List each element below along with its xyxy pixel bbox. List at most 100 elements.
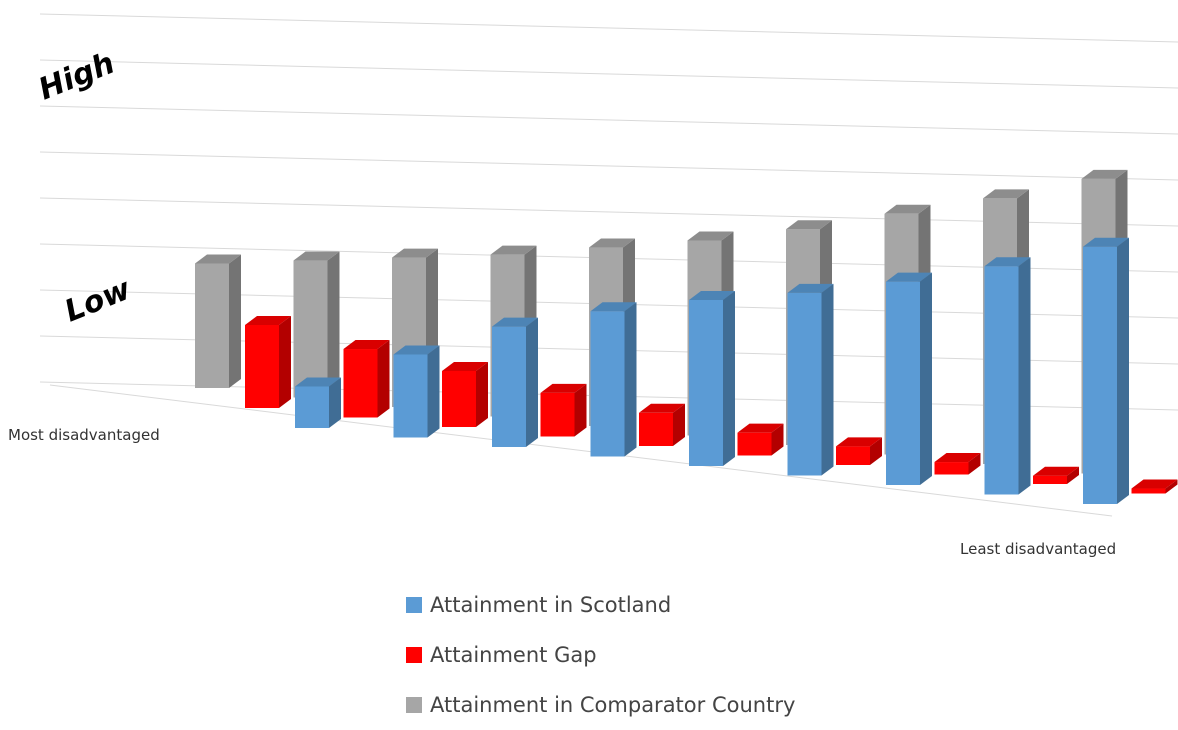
legend-swatch-gap bbox=[406, 647, 422, 663]
attainment-chart: High Low Most disadvantaged Least disadv… bbox=[8, 13, 1178, 558]
gap-bar-side bbox=[870, 437, 882, 465]
comparator-bar-side bbox=[229, 254, 241, 388]
gap-bar-front bbox=[245, 325, 279, 408]
y-low-label: Low bbox=[60, 272, 136, 330]
gap-bar-top bbox=[1033, 466, 1079, 476]
scotland-bar bbox=[886, 272, 932, 485]
gap-bar-side bbox=[771, 423, 784, 456]
comparator-bar-top bbox=[884, 204, 931, 214]
y-high-label: High bbox=[34, 46, 120, 108]
scotland-bar-side bbox=[526, 317, 538, 447]
scotland-bar bbox=[689, 291, 735, 466]
comparator-bar-top bbox=[392, 248, 438, 258]
gap-bar bbox=[245, 316, 291, 408]
legend-item-gap: Attainment Gap bbox=[406, 630, 795, 680]
legend-label-comparator: Attainment in Comparator Country bbox=[430, 693, 796, 717]
gridline bbox=[39, 105, 1178, 135]
scotland-bar-front bbox=[984, 266, 1019, 495]
gap-bar-front bbox=[934, 462, 969, 475]
scotland-bar-top bbox=[590, 302, 637, 312]
scotland-bar-front bbox=[492, 326, 526, 447]
scotland-bar-side bbox=[624, 302, 637, 457]
gap-bar-side bbox=[476, 361, 488, 427]
scotland-bar bbox=[1083, 237, 1129, 504]
scotland-bar-front bbox=[393, 354, 428, 438]
scotland-bar-front bbox=[1083, 246, 1117, 504]
gap-bar-side bbox=[673, 403, 685, 446]
gap-bar-top bbox=[934, 453, 981, 463]
gap-bar-front bbox=[540, 392, 575, 437]
comparator-bar-front bbox=[293, 260, 328, 398]
scotland-bar bbox=[393, 345, 440, 438]
floor-edge bbox=[49, 384, 1113, 517]
comparator-bar-side bbox=[327, 251, 340, 398]
scotland-bar-front bbox=[689, 300, 723, 466]
scotland-bar-top bbox=[492, 317, 538, 327]
gap-bar bbox=[442, 361, 488, 427]
gap-bar bbox=[540, 383, 587, 437]
scotland-bar-front bbox=[590, 311, 625, 457]
legend-label-gap: Attainment Gap bbox=[430, 643, 597, 667]
gap-bar-front bbox=[1131, 488, 1166, 494]
gap-bar-side bbox=[377, 340, 390, 418]
comparator-bar bbox=[293, 251, 340, 398]
gap-bar-front bbox=[442, 370, 476, 427]
gap-bar-side bbox=[1165, 479, 1178, 494]
comparator-bar bbox=[195, 254, 241, 388]
comparator-bar-top bbox=[786, 220, 832, 230]
gap-bars bbox=[245, 316, 1178, 494]
scotland-bar-front bbox=[886, 281, 920, 485]
legend-swatch-comparator bbox=[406, 697, 422, 713]
gridline bbox=[39, 59, 1178, 89]
scotland-bar-side bbox=[920, 272, 932, 485]
gap-bar-side bbox=[574, 383, 587, 437]
legend: Attainment in Scotland Attainment Gap At… bbox=[406, 580, 795, 730]
gap-bar-side bbox=[1067, 466, 1079, 484]
gap-bar bbox=[836, 437, 882, 465]
gap-bar-top bbox=[836, 437, 882, 447]
legend-label-scotland: Attainment in Scotland bbox=[430, 593, 672, 617]
gap-bar bbox=[343, 340, 390, 418]
comparator-bar-front bbox=[195, 263, 229, 388]
comparator-bar-top bbox=[687, 231, 734, 241]
scotland-bar-top bbox=[1083, 237, 1129, 247]
gap-bar-side bbox=[279, 316, 291, 408]
scotland-bar-side bbox=[329, 377, 341, 428]
legend-item-comparator: Attainment in Comparator Country bbox=[406, 680, 795, 730]
scotland-bar bbox=[492, 317, 538, 447]
comparator-bar-top bbox=[983, 189, 1029, 199]
gap-bar-top bbox=[639, 403, 685, 413]
gap-bar bbox=[1033, 466, 1079, 484]
scotland-bar-side bbox=[723, 291, 735, 466]
scotland-bar-top bbox=[886, 272, 932, 282]
scotland-bar bbox=[590, 302, 637, 457]
gap-bar bbox=[934, 453, 981, 475]
legend-swatch-scotland bbox=[406, 597, 422, 613]
gap-bar bbox=[639, 403, 685, 446]
scotland-bar-front bbox=[787, 292, 822, 476]
gridline bbox=[39, 151, 1178, 181]
category-end-label: Least disadvantaged bbox=[960, 540, 1116, 558]
scotland-bar-side bbox=[427, 345, 440, 438]
comparator-bar-top bbox=[293, 251, 340, 261]
gap-bar-top bbox=[245, 316, 291, 325]
scotland-bar bbox=[787, 283, 834, 476]
scotland-bars bbox=[295, 237, 1129, 504]
gap-bar-front bbox=[639, 412, 673, 446]
scotland-bar-top bbox=[787, 283, 834, 293]
gap-bar-front bbox=[836, 446, 870, 465]
comparator-bar-top bbox=[589, 238, 635, 248]
gap-bar-top bbox=[540, 383, 587, 393]
scotland-bar-top bbox=[295, 377, 341, 387]
legend-item-scotland: Attainment in Scotland bbox=[406, 580, 795, 630]
category-start-label: Most disadvantaged bbox=[8, 426, 160, 444]
gap-bar-top bbox=[737, 423, 784, 433]
gridline bbox=[39, 13, 1178, 43]
scotland-bar-side bbox=[1018, 257, 1031, 495]
comparator-bar-top bbox=[490, 245, 537, 255]
gap-bar bbox=[737, 423, 784, 456]
scotland-bar bbox=[295, 377, 341, 428]
gap-bar-side bbox=[968, 453, 981, 475]
scotland-bar-top bbox=[984, 257, 1031, 267]
gap-bar-front bbox=[1033, 475, 1067, 484]
